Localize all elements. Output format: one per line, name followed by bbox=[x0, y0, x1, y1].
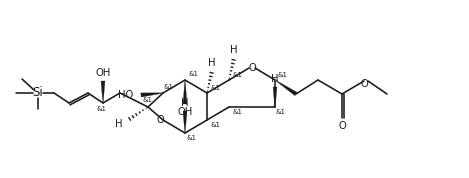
Text: HO: HO bbox=[118, 90, 133, 100]
Text: &1: &1 bbox=[96, 106, 106, 112]
Text: &1: &1 bbox=[188, 71, 198, 77]
Polygon shape bbox=[101, 81, 105, 103]
Text: O: O bbox=[248, 63, 256, 73]
Text: O: O bbox=[156, 115, 164, 125]
Text: &1: &1 bbox=[186, 135, 196, 141]
Text: H: H bbox=[208, 58, 216, 68]
Text: &1: &1 bbox=[232, 109, 242, 115]
Text: O: O bbox=[338, 121, 346, 131]
Text: H: H bbox=[271, 74, 279, 84]
Text: H: H bbox=[230, 45, 238, 55]
Text: OH: OH bbox=[95, 68, 111, 78]
Text: &1: &1 bbox=[278, 72, 288, 78]
Text: &1: &1 bbox=[210, 85, 220, 91]
Text: OH: OH bbox=[177, 107, 193, 117]
Polygon shape bbox=[183, 111, 187, 133]
Text: &1: &1 bbox=[163, 84, 173, 90]
Text: &1: &1 bbox=[276, 109, 286, 115]
Polygon shape bbox=[183, 80, 187, 104]
Text: &1: &1 bbox=[210, 122, 220, 128]
Text: H: H bbox=[114, 119, 122, 129]
Polygon shape bbox=[273, 87, 277, 107]
Polygon shape bbox=[275, 80, 297, 96]
Text: O: O bbox=[360, 79, 368, 89]
Polygon shape bbox=[141, 93, 163, 97]
Text: &1: &1 bbox=[232, 72, 242, 78]
Text: H: H bbox=[181, 98, 189, 108]
Text: Si: Si bbox=[33, 87, 43, 100]
Text: &1: &1 bbox=[142, 97, 152, 103]
